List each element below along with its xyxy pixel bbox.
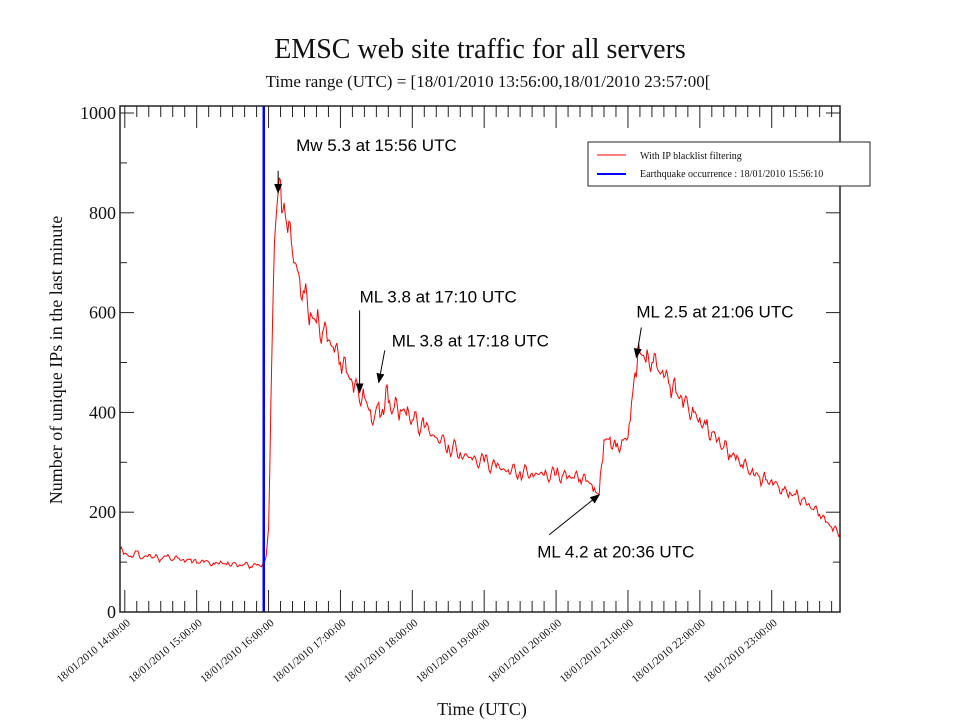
chart-subtitle: Time range (UTC) = [18/01/2010 13:56:00,…: [265, 72, 711, 91]
y-tick-label: 0: [107, 602, 116, 622]
annotation-arrow: [548, 494, 600, 536]
annotation-arrow: [633, 327, 642, 359]
x-tick-label: 18/01/2010 21:00:00: [558, 617, 637, 686]
y-tick-label: 1000: [80, 103, 116, 123]
x-tick-label: 18/01/2010 19:00:00: [414, 617, 493, 686]
x-axis-label: Time (UTC): [437, 699, 527, 720]
x-tick-label: 18/01/2010 22:00:00: [630, 617, 709, 686]
y-axis-label: Number of unique IPs in the last minute: [46, 216, 66, 504]
y-tick-label: 800: [89, 203, 116, 223]
annotation-arrow: [376, 350, 386, 384]
annotation-label: ML 3.8 at 17:18 UTC: [392, 331, 549, 350]
y-tick-label: 200: [89, 502, 116, 522]
annotation-label: Mw 5.3 at 15:56 UTC: [296, 136, 457, 155]
x-tick-label: 18/01/2010 14:00:00: [55, 617, 134, 686]
annotation-label: ML 2.5 at 21:06 UTC: [636, 303, 793, 322]
series-line: [119, 177, 841, 570]
annotation-label: ML 4.2 at 20:36 UTC: [537, 543, 694, 562]
plot-frame: [119, 105, 841, 613]
x-tick-label: 18/01/2010 16:00:00: [198, 617, 277, 686]
x-tick-label: 18/01/2010 23:00:00: [701, 617, 780, 686]
chart-title: EMSC web site traffic for all servers: [274, 34, 686, 65]
y-tick-label: 600: [89, 303, 116, 323]
x-tick-label: 18/01/2010 18:00:00: [342, 617, 421, 686]
x-tick-label: 18/01/2010 17:00:00: [270, 617, 349, 686]
legend-label-filtered: With IP blacklist filtering: [640, 151, 742, 162]
y-tick-label: 400: [89, 402, 116, 422]
legend-label-earthquake: Earthquake occurrence : 18/01/2010 15:56…: [640, 169, 823, 180]
legend: With IP blacklist filtering Earthquake o…: [587, 141, 871, 187]
x-tick-label: 18/01/2010 20:00:00: [486, 617, 565, 686]
annotation-label: ML 3.8 at 17:10 UTC: [360, 287, 517, 306]
x-tick-label: 18/01/2010 15:00:00: [126, 617, 205, 686]
